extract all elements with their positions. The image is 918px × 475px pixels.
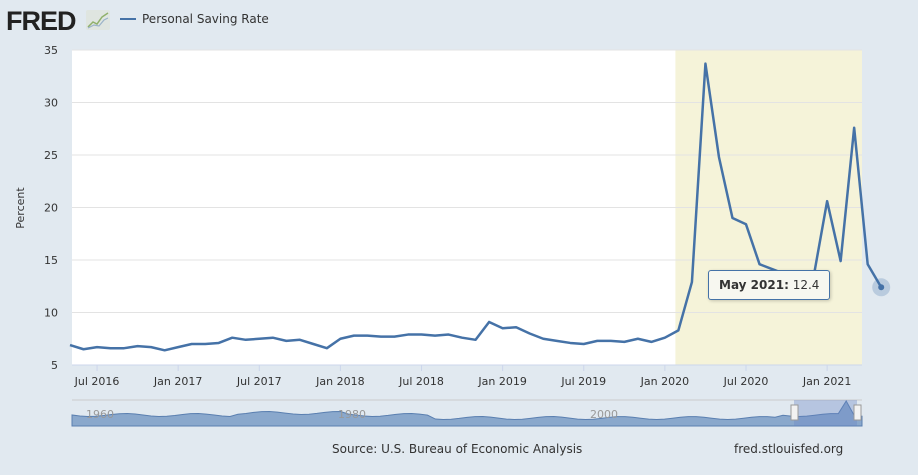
- navigator-label: 1980: [338, 408, 366, 421]
- navigator-selection: [794, 400, 857, 426]
- navigator-label: 2000: [590, 408, 618, 421]
- chart-tooltip: May 2021: 12.4: [708, 270, 831, 300]
- x-tick-label: Jul 2016: [74, 375, 120, 388]
- x-tick-label: Jan 2018: [315, 375, 364, 388]
- source-note: Source: U.S. Bureau of Economic Analysis: [332, 442, 583, 456]
- y-tick-label: 35: [44, 44, 58, 57]
- y-axis-title: Percent: [14, 187, 27, 229]
- x-tick-label: Jan 2020: [640, 375, 689, 388]
- y-tick-label: 30: [44, 97, 58, 110]
- navigator-label: 1960: [86, 408, 114, 421]
- y-tick-label: 15: [44, 254, 58, 267]
- navigator-series: [71, 400, 863, 427]
- navigator-handle[interactable]: [853, 404, 862, 421]
- tooltip-value: 12.4: [792, 278, 820, 292]
- site-link[interactable]: fred.stlouisfed.org: [734, 442, 844, 456]
- x-tick-label: Jul 2017: [236, 375, 282, 388]
- x-tick-label: Jul 2020: [723, 375, 769, 388]
- y-tick-label: 5: [51, 359, 58, 372]
- x-tick-label: Jul 2018: [398, 375, 444, 388]
- tooltip-date: May 2021:: [719, 278, 789, 292]
- y-tick-label: 25: [44, 149, 58, 162]
- navigator-handle[interactable]: [790, 404, 799, 421]
- series-line: [69, 62, 883, 352]
- legend-swatch: [120, 18, 136, 20]
- y-tick-label: 10: [44, 307, 58, 320]
- x-tick-label: Jan 2017: [153, 375, 202, 388]
- x-tick-label: Jul 2019: [560, 375, 606, 388]
- x-tick-label: Jan 2019: [477, 375, 526, 388]
- legend-label: Personal Saving Rate: [142, 12, 269, 26]
- chart-sparkline-icon: [86, 10, 110, 30]
- x-tick-label: Jan 2021: [802, 375, 851, 388]
- y-tick-label: 20: [44, 202, 58, 215]
- chart-legend[interactable]: Personal Saving Rate: [120, 12, 269, 26]
- fred-logo[interactable]: FRED: [6, 6, 76, 36]
- hover-point: [878, 284, 885, 291]
